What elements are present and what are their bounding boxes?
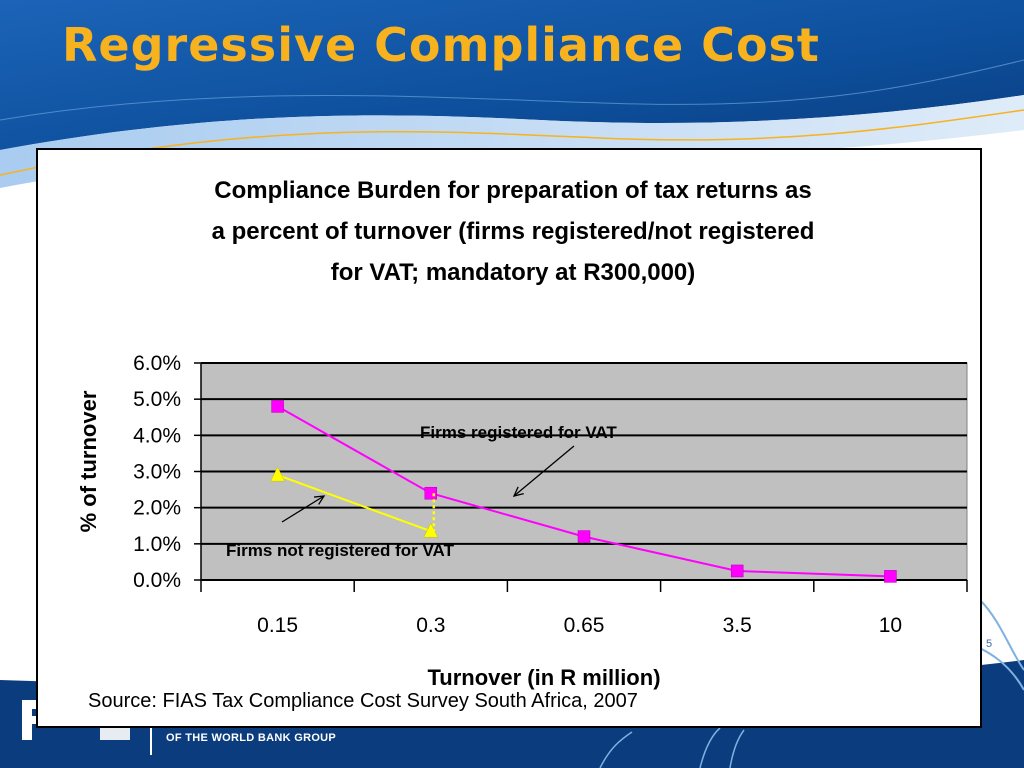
y-tick-label: 6.0% [133,352,181,375]
y-axis-title: % of turnover [76,390,101,532]
source-note: Source: FIAS Tax Compliance Cost Survey … [88,690,638,712]
x-axis: 0.15 0.3 0.65 3.5 10 [200,579,968,637]
header-band [0,0,1024,188]
data-point-square [271,400,284,413]
data-point-square [577,530,591,543]
x-tick-label: 0.15 [257,614,298,637]
y-tick-label: 4.0% [133,424,181,447]
chart-canvas: Compliance Burden for preparation of tax… [76,177,968,690]
x-axis-title: Turnover (in R million) [427,665,660,690]
y-tick-label: 3.0% [133,461,181,484]
y-axis: 0.0% 1.0% 2.0% 3.0% 4.0% 5.0% 6.0% [133,352,202,592]
chart-title-line: Compliance Burden for preparation of tax… [214,177,811,204]
data-point-triangle [270,466,286,482]
slide-title: Regressive Compliance Cost [62,18,820,72]
annotations: Firms registered for VAT Firms not regist… [226,423,617,560]
annotation-registered: Firms registered for VAT [420,423,617,442]
chart-title-line: for VAT; mandatory at R300,000) [331,259,696,286]
y-tick-label: 2.0% [133,497,181,520]
chart-title-line: a percent of turnover (firms registered/… [212,218,815,245]
annotation-arrow-not-registered [281,495,326,523]
y-tick-label: 1.0% [133,533,181,556]
annotation-arrow-registered [512,445,575,497]
y-tick-label: 5.0% [133,388,181,411]
chart-frame: Compliance Burden for preparation of tax… [36,148,982,728]
annotation-not-registered: Firms not registered for VAT [226,541,455,560]
y-tick-label: 0.0% [133,569,181,592]
slide-number: 5 [986,638,993,650]
data-point-square [884,570,897,583]
x-tick-label: 0.3 [416,614,445,637]
series-line [277,474,432,533]
x-tick-label: 3.5 [723,614,752,637]
x-tick-label: 0.65 [564,614,605,637]
logo-subtitle: OF THE WORLD BANK GROUP [166,732,337,744]
data-point-square [730,564,744,578]
chart-title: Compliance Burden for preparation of tax… [212,177,815,286]
x-tick-label: 10 [879,614,902,637]
series-layer [270,400,897,583]
